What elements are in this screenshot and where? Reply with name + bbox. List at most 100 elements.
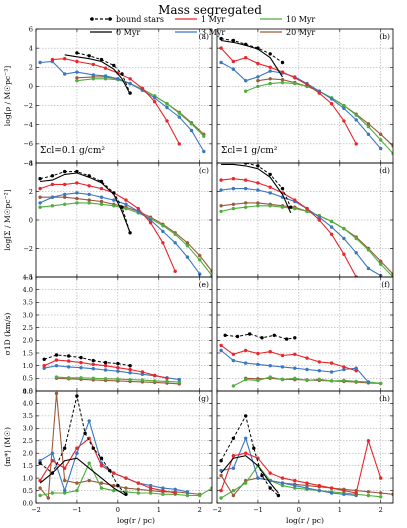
- data-point-t3: [305, 486, 309, 490]
- data-point-t3: [128, 371, 132, 375]
- data-point-t10: [379, 381, 383, 386]
- data-point-t3: [50, 195, 55, 199]
- y-tick-label: 2.5: [23, 437, 34, 445]
- data-point-t3: [329, 97, 334, 101]
- data-point-t1: [379, 476, 383, 480]
- chart-title: Mass segregated: [158, 3, 262, 17]
- y-axis-label: log[ρ / M☉pc⁻³]: [3, 66, 12, 126]
- data-point-t3: [75, 70, 79, 74]
- data-point-bound: [124, 492, 128, 496]
- data-point-t3: [124, 202, 128, 206]
- data-point-t10: [75, 79, 79, 83]
- data-point-t3: [173, 487, 177, 491]
- data-point-t1: [231, 59, 236, 64]
- data-point-t3: [128, 81, 132, 86]
- data-point-t1: [148, 221, 153, 225]
- data-point-t1: [38, 186, 42, 191]
- y-tick-label: 4: [29, 44, 33, 52]
- data-point-t1: [62, 57, 67, 61]
- y-axis-label: ⟨m*⟩ (M☉): [3, 427, 12, 467]
- data-point-t1: [256, 181, 260, 185]
- data-point-t10: [173, 232, 177, 236]
- data-point-t10: [366, 124, 371, 129]
- data-point-t1: [50, 57, 55, 62]
- y-tick-label: 1.5: [23, 349, 34, 357]
- data-point-t10: [354, 113, 358, 117]
- data-point-t20: [256, 79, 260, 83]
- legend-marker: [90, 17, 94, 21]
- data-point-t1: [128, 77, 132, 81]
- series-line-t1: [220, 344, 357, 372]
- data-point-bound: [103, 360, 108, 365]
- data-point-t1: [354, 275, 358, 277]
- y-tick-label: 0.5: [23, 375, 34, 383]
- data-point-t10: [280, 80, 285, 85]
- data-point-t1: [161, 488, 165, 493]
- panel-label: (h): [379, 394, 390, 403]
- data-point-t10: [177, 111, 181, 115]
- panel-label: (e): [199, 280, 209, 289]
- data-point-t20: [87, 478, 91, 483]
- data-point-t20: [38, 486, 42, 490]
- series-group: [42, 353, 181, 386]
- data-point-t1: [317, 218, 321, 222]
- data-point-t1: [112, 471, 116, 475]
- data-point-t10: [202, 134, 206, 138]
- series-line-bound: [220, 414, 279, 496]
- data-point-t10: [62, 202, 67, 206]
- data-point-bound: [38, 177, 42, 181]
- data-point-t1: [54, 358, 59, 362]
- series-line-t3: [39, 192, 201, 275]
- panel-frame: [216, 28, 394, 164]
- series-line-t10: [220, 464, 381, 499]
- data-point-t10: [342, 103, 346, 108]
- data-point-t1: [268, 185, 272, 189]
- data-point-t20: [148, 488, 153, 493]
- data-point-bound: [260, 473, 264, 478]
- series-group: [38, 391, 212, 500]
- data-point-bound: [38, 461, 42, 465]
- data-point-t1: [99, 186, 104, 191]
- series-group: [219, 36, 393, 156]
- panel-label: (b): [379, 32, 390, 41]
- data-point-t3: [62, 488, 67, 493]
- data-point-t10: [268, 204, 272, 208]
- data-point-t1: [329, 486, 334, 490]
- data-point-bound: [231, 436, 236, 440]
- data-point-bound: [87, 174, 91, 178]
- data-point-t3: [256, 75, 260, 79]
- data-point-t1: [165, 376, 169, 380]
- data-point-t3: [280, 481, 285, 485]
- legend-label: 10 Myr: [286, 15, 315, 24]
- data-point-t1: [219, 343, 223, 348]
- data-point-t10: [210, 486, 212, 490]
- y-tick-label: 3.0: [23, 425, 34, 433]
- data-point-t3: [317, 369, 321, 373]
- data-point-bound: [223, 333, 227, 337]
- data-point-bound: [268, 486, 272, 490]
- panel-frame: [35, 28, 213, 164]
- panel-frame: [35, 390, 213, 504]
- data-point-t10: [112, 488, 116, 493]
- data-point-t3: [173, 241, 177, 245]
- y-axis-labels: log[ρ / M☉pc⁻³] log[Σ / M☉pc⁻²] σ1D (km/s)…: [3, 66, 12, 467]
- data-point-bound: [42, 357, 46, 361]
- series-line-t10: [40, 202, 212, 276]
- data-point-t20: [46, 496, 50, 500]
- series-line-t20: [76, 76, 205, 135]
- data-point-t10: [38, 493, 42, 498]
- data-point-t10: [116, 377, 120, 381]
- data-point-t10: [165, 379, 169, 384]
- data-point-t10: [342, 378, 346, 383]
- series-line-t1: [39, 182, 176, 272]
- data-point-t10: [329, 219, 334, 224]
- data-point-t1: [140, 86, 145, 91]
- data-point-t10: [244, 205, 248, 209]
- data-point-t10: [210, 273, 212, 277]
- data-point-t10: [244, 481, 248, 485]
- data-point-t3: [268, 191, 272, 195]
- data-point-t3: [91, 367, 96, 371]
- data-point-t1: [268, 350, 272, 354]
- data-point-t20: [231, 202, 236, 206]
